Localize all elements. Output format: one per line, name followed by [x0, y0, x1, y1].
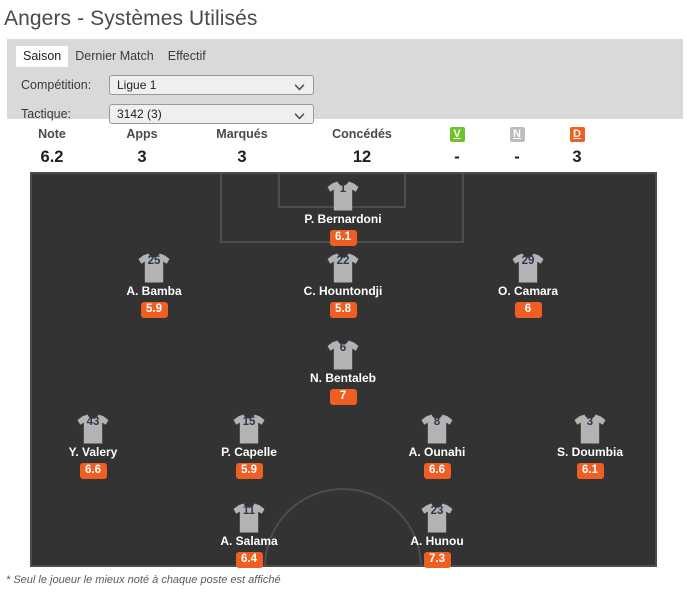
player-card[interactable]: 25 A. Bamba 5.9: [99, 252, 209, 318]
jersey-number: 25: [147, 255, 161, 267]
result-badge-v: V: [427, 126, 487, 144]
tab-bar: Saison Dernier Match Effectif: [7, 46, 683, 67]
stat-column-note: Note 6.2: [7, 126, 97, 168]
player-rating: 6.1: [329, 230, 357, 246]
jersey-number: 23: [430, 505, 444, 517]
stats-summary-row: Note 6.2 Apps 3 Marqués 3 Concédés 12 V - N - D 3: [7, 126, 683, 168]
tab-effectif[interactable]: Effectif: [167, 49, 206, 63]
stat-column-concédés: Concédés 12: [297, 126, 427, 168]
footnote: * Seul le joueur le mieux noté à chaque …: [6, 574, 281, 586]
jersey-number: 6: [339, 342, 347, 354]
player-rating: 7: [329, 389, 357, 405]
jersey-icon: 1: [326, 180, 360, 212]
player-card[interactable]: 6 N. Bentaleb 7: [288, 339, 398, 405]
player-card[interactable]: 22 C. Hountondji 5.8: [288, 252, 398, 318]
player-rating: 5.9: [140, 302, 168, 318]
tab-dernier-match[interactable]: Dernier Match: [75, 49, 154, 63]
result-badge-n: N: [487, 126, 547, 144]
stat-value: -: [454, 148, 460, 166]
jersey-icon: 25: [137, 252, 171, 284]
jersey-number: 11: [242, 505, 256, 517]
badge-glyph-d: D: [569, 127, 585, 143]
player-rating: 5.9: [235, 463, 263, 479]
player-name: P. Capelle: [221, 445, 277, 459]
player-card[interactable]: 23 A. Hunou 7.3: [382, 502, 492, 568]
player-rating: 6.4: [235, 552, 263, 568]
jersey-icon: 8: [420, 413, 454, 445]
stat-value: 12: [352, 148, 372, 166]
player-name: Y. Valery: [68, 445, 118, 459]
tactique-label: Tactique:: [21, 107, 72, 121]
jersey-icon: 15: [232, 413, 266, 445]
player-rating: 6.1: [576, 463, 604, 479]
formation-pitch: 1 P. Bernardoni 6.1 25 A. Bamba 5.9 22 C. Hount…: [30, 172, 657, 568]
chevron-down-icon: [294, 109, 305, 120]
competition-row: Compétition: Ligue 1: [7, 74, 683, 96]
player-card[interactable]: 8 A. Ounahi 6.6: [382, 413, 492, 479]
player-card[interactable]: 11 A. Salama 6.4: [194, 502, 304, 568]
jersey-number: 15: [242, 416, 256, 428]
competition-select[interactable]: Ligue 1: [109, 75, 314, 95]
player-rating: 7.3: [423, 552, 451, 568]
player-name: N. Bentaleb: [309, 371, 376, 385]
jersey-icon: 22: [326, 252, 360, 284]
player-card[interactable]: 1 P. Bernardoni 6.1: [288, 180, 398, 246]
jersey-icon: 23: [420, 502, 454, 534]
tactique-selected-value: 3142 (3): [117, 107, 162, 121]
player-card[interactable]: 15 P. Capelle 5.9: [194, 413, 304, 479]
player-card[interactable]: 43 Y. Valery 6.6: [38, 413, 148, 479]
jersey-icon: 6: [326, 339, 360, 371]
jersey-number: 22: [336, 255, 350, 267]
player-name: A. Ounahi: [408, 445, 466, 459]
stat-header-label: Concédés: [332, 127, 392, 141]
chevron-down-icon: [294, 80, 305, 91]
player-name: C. Hountondji: [303, 284, 383, 298]
stat-column-marqués: Marqués 3: [187, 126, 297, 168]
jersey-number: 1: [339, 183, 347, 195]
stat-column-n: N-: [487, 126, 547, 168]
control-panel: Saison Dernier Match Effectif Compétitio…: [7, 39, 683, 124]
player-rating: 6: [514, 302, 542, 318]
stat-header-label: Marqués: [216, 127, 268, 141]
badge-glyph-n: N: [509, 127, 525, 143]
player-name: A. Salama: [220, 534, 278, 548]
competition-selected-value: Ligue 1: [117, 78, 157, 92]
player-card[interactable]: 3 S. Doumbia 6.1: [535, 413, 645, 479]
competition-label: Compétition:: [21, 78, 92, 92]
stat-column-v: V-: [427, 126, 487, 168]
badge-glyph-v: V: [449, 127, 465, 143]
result-badge-d: D: [547, 126, 607, 144]
player-card[interactable]: 29 O. Camara 6: [473, 252, 583, 318]
stat-column-apps: Apps 3: [97, 126, 187, 168]
tab-saison[interactable]: Saison: [16, 46, 69, 67]
stat-header-label: Apps: [126, 127, 158, 141]
jersey-number: 8: [433, 416, 441, 428]
player-rating: 6.6: [423, 463, 451, 479]
player-name: P. Bernardoni: [304, 212, 382, 226]
stat-value: 3: [237, 148, 247, 166]
player-name: A. Bamba: [126, 284, 182, 298]
jersey-icon: 29: [511, 252, 545, 284]
jersey-icon: 11: [232, 502, 266, 534]
tactique-select[interactable]: 3142 (3): [109, 104, 314, 124]
tactique-row: Tactique: 3142 (3): [7, 103, 683, 125]
player-name: A. Hunou: [410, 534, 464, 548]
stat-value: -: [514, 148, 520, 166]
player-rating: 6.6: [79, 463, 107, 479]
stat-value: 3: [572, 148, 582, 166]
jersey-number: 29: [521, 255, 535, 267]
stat-value: 6.2: [40, 148, 64, 166]
player-rating: 5.8: [329, 302, 357, 318]
player-name: O. Camara: [497, 284, 559, 298]
player-name: S. Doumbia: [556, 445, 623, 459]
jersey-icon: 43: [76, 413, 110, 445]
jersey-number: 43: [86, 416, 100, 428]
jersey-number: 3: [586, 416, 594, 428]
page-title: Angers - Systèmes Utilisés: [4, 7, 258, 30]
stat-value: 3: [137, 148, 147, 166]
stat-header-label: Note: [38, 127, 66, 141]
jersey-icon: 3: [573, 413, 607, 445]
